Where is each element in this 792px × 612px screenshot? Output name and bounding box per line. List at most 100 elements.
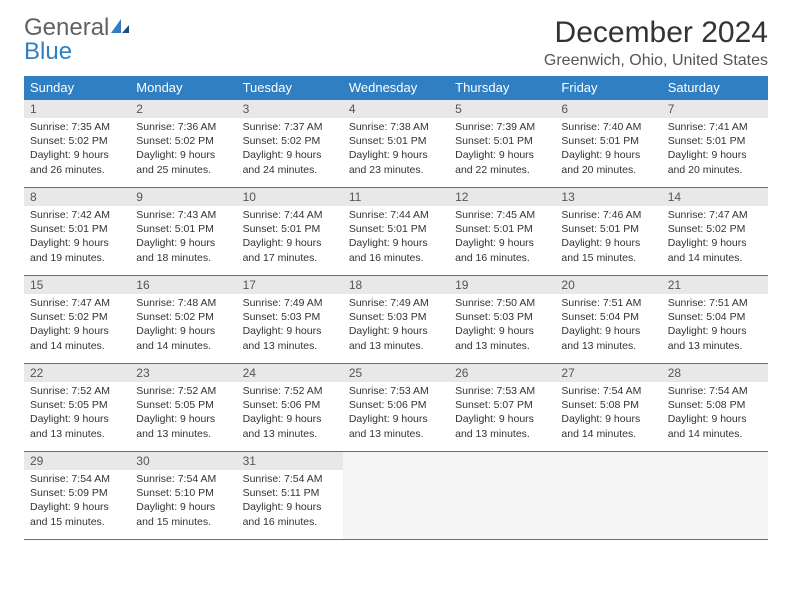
day-body: Sunrise: 7:38 AMSunset: 5:01 PMDaylight:… (343, 118, 449, 181)
sunset-line: Sunset: 5:02 PM (243, 134, 337, 148)
calendar-cell: 25Sunrise: 7:53 AMSunset: 5:06 PMDayligh… (343, 364, 449, 452)
day-number: 29 (24, 452, 130, 470)
sunset-line: Sunset: 5:02 PM (136, 310, 230, 324)
day-number: 25 (343, 364, 449, 382)
daylight-line: Daylight: 9 hours and 14 minutes. (668, 412, 762, 440)
sunrise-line: Sunrise: 7:50 AM (455, 296, 549, 310)
calendar-cell: 24Sunrise: 7:52 AMSunset: 5:06 PMDayligh… (237, 364, 343, 452)
sunset-line: Sunset: 5:04 PM (668, 310, 762, 324)
sunrise-line: Sunrise: 7:39 AM (455, 120, 549, 134)
calendar-cell (555, 452, 661, 540)
day-number: 4 (343, 100, 449, 118)
weekday-header: Tuesday (237, 76, 343, 100)
location: Greenwich, Ohio, United States (544, 52, 768, 70)
daylight-line: Daylight: 9 hours and 13 minutes. (455, 412, 549, 440)
calendar-cell: 30Sunrise: 7:54 AMSunset: 5:10 PMDayligh… (130, 452, 236, 540)
sunrise-line: Sunrise: 7:41 AM (668, 120, 762, 134)
calendar-row: 8Sunrise: 7:42 AMSunset: 5:01 PMDaylight… (24, 188, 768, 276)
calendar-cell: 22Sunrise: 7:52 AMSunset: 5:05 PMDayligh… (24, 364, 130, 452)
day-number: 11 (343, 188, 449, 206)
day-body: Sunrise: 7:39 AMSunset: 5:01 PMDaylight:… (449, 118, 555, 181)
day-number: 3 (237, 100, 343, 118)
daylight-line: Daylight: 9 hours and 23 minutes. (349, 148, 443, 176)
daylight-line: Daylight: 9 hours and 13 minutes. (243, 324, 337, 352)
day-number: 7 (662, 100, 768, 118)
calendar-cell: 31Sunrise: 7:54 AMSunset: 5:11 PMDayligh… (237, 452, 343, 540)
day-number: 10 (237, 188, 343, 206)
day-number: 31 (237, 452, 343, 470)
day-number: 21 (662, 276, 768, 294)
daylight-line: Daylight: 9 hours and 14 minutes. (561, 412, 655, 440)
calendar-cell: 4Sunrise: 7:38 AMSunset: 5:01 PMDaylight… (343, 100, 449, 188)
day-body: Sunrise: 7:47 AMSunset: 5:02 PMDaylight:… (662, 206, 768, 269)
day-number: 14 (662, 188, 768, 206)
sunrise-line: Sunrise: 7:54 AM (30, 472, 124, 486)
sunrise-line: Sunrise: 7:49 AM (243, 296, 337, 310)
calendar-cell: 15Sunrise: 7:47 AMSunset: 5:02 PMDayligh… (24, 276, 130, 364)
sunrise-line: Sunrise: 7:46 AM (561, 208, 655, 222)
sunset-line: Sunset: 5:01 PM (243, 222, 337, 236)
sunset-line: Sunset: 5:01 PM (455, 134, 549, 148)
calendar-cell: 14Sunrise: 7:47 AMSunset: 5:02 PMDayligh… (662, 188, 768, 276)
calendar-row: 22Sunrise: 7:52 AMSunset: 5:05 PMDayligh… (24, 364, 768, 452)
sunset-line: Sunset: 5:02 PM (30, 310, 124, 324)
calendar-cell: 16Sunrise: 7:48 AMSunset: 5:02 PMDayligh… (130, 276, 236, 364)
sunset-line: Sunset: 5:10 PM (136, 486, 230, 500)
daylight-line: Daylight: 9 hours and 13 minutes. (136, 412, 230, 440)
weekday-header-row: Sunday Monday Tuesday Wednesday Thursday… (24, 76, 768, 100)
sunrise-line: Sunrise: 7:47 AM (30, 296, 124, 310)
daylight-line: Daylight: 9 hours and 14 minutes. (136, 324, 230, 352)
sunset-line: Sunset: 5:07 PM (455, 398, 549, 412)
sunset-line: Sunset: 5:11 PM (243, 486, 337, 500)
weekday-header: Wednesday (343, 76, 449, 100)
calendar-cell: 20Sunrise: 7:51 AMSunset: 5:04 PMDayligh… (555, 276, 661, 364)
calendar-cell: 3Sunrise: 7:37 AMSunset: 5:02 PMDaylight… (237, 100, 343, 188)
day-number: 1 (24, 100, 130, 118)
sunset-line: Sunset: 5:08 PM (561, 398, 655, 412)
sunrise-line: Sunrise: 7:35 AM (30, 120, 124, 134)
sunset-line: Sunset: 5:08 PM (668, 398, 762, 412)
day-body: Sunrise: 7:42 AMSunset: 5:01 PMDaylight:… (24, 206, 130, 269)
logo-blue: Blue (24, 38, 72, 65)
day-body: Sunrise: 7:54 AMSunset: 5:11 PMDaylight:… (237, 470, 343, 533)
weekday-header: Sunday (24, 76, 130, 100)
calendar-cell: 19Sunrise: 7:50 AMSunset: 5:03 PMDayligh… (449, 276, 555, 364)
sunset-line: Sunset: 5:01 PM (136, 222, 230, 236)
sunrise-line: Sunrise: 7:53 AM (349, 384, 443, 398)
calendar-cell: 12Sunrise: 7:45 AMSunset: 5:01 PMDayligh… (449, 188, 555, 276)
day-number: 26 (449, 364, 555, 382)
daylight-line: Daylight: 9 hours and 17 minutes. (243, 236, 337, 264)
daylight-line: Daylight: 9 hours and 16 minutes. (349, 236, 443, 264)
sunset-line: Sunset: 5:03 PM (243, 310, 337, 324)
day-body: Sunrise: 7:40 AMSunset: 5:01 PMDaylight:… (555, 118, 661, 181)
sunrise-line: Sunrise: 7:44 AM (349, 208, 443, 222)
day-body: Sunrise: 7:41 AMSunset: 5:01 PMDaylight:… (662, 118, 768, 181)
day-body: Sunrise: 7:36 AMSunset: 5:02 PMDaylight:… (130, 118, 236, 181)
day-number: 12 (449, 188, 555, 206)
calendar-row: 15Sunrise: 7:47 AMSunset: 5:02 PMDayligh… (24, 276, 768, 364)
day-body: Sunrise: 7:53 AMSunset: 5:06 PMDaylight:… (343, 382, 449, 445)
calendar-cell: 26Sunrise: 7:53 AMSunset: 5:07 PMDayligh… (449, 364, 555, 452)
day-number: 16 (130, 276, 236, 294)
daylight-line: Daylight: 9 hours and 20 minutes. (668, 148, 762, 176)
month-title: December 2024 (544, 16, 768, 50)
day-body: Sunrise: 7:53 AMSunset: 5:07 PMDaylight:… (449, 382, 555, 445)
daylight-line: Daylight: 9 hours and 13 minutes. (349, 324, 443, 352)
sunset-line: Sunset: 5:09 PM (30, 486, 124, 500)
calendar-cell: 7Sunrise: 7:41 AMSunset: 5:01 PMDaylight… (662, 100, 768, 188)
day-number: 19 (449, 276, 555, 294)
calendar-cell: 1Sunrise: 7:35 AMSunset: 5:02 PMDaylight… (24, 100, 130, 188)
calendar-cell: 10Sunrise: 7:44 AMSunset: 5:01 PMDayligh… (237, 188, 343, 276)
daylight-line: Daylight: 9 hours and 19 minutes. (30, 236, 124, 264)
day-body: Sunrise: 7:37 AMSunset: 5:02 PMDaylight:… (237, 118, 343, 181)
calendar-cell: 5Sunrise: 7:39 AMSunset: 5:01 PMDaylight… (449, 100, 555, 188)
calendar-cell: 18Sunrise: 7:49 AMSunset: 5:03 PMDayligh… (343, 276, 449, 364)
daylight-line: Daylight: 9 hours and 26 minutes. (30, 148, 124, 176)
sunrise-line: Sunrise: 7:54 AM (668, 384, 762, 398)
sunset-line: Sunset: 5:02 PM (136, 134, 230, 148)
sunrise-line: Sunrise: 7:54 AM (561, 384, 655, 398)
calendar-cell: 11Sunrise: 7:44 AMSunset: 5:01 PMDayligh… (343, 188, 449, 276)
sunset-line: Sunset: 5:01 PM (455, 222, 549, 236)
day-body: Sunrise: 7:48 AMSunset: 5:02 PMDaylight:… (130, 294, 236, 357)
sunrise-line: Sunrise: 7:38 AM (349, 120, 443, 134)
